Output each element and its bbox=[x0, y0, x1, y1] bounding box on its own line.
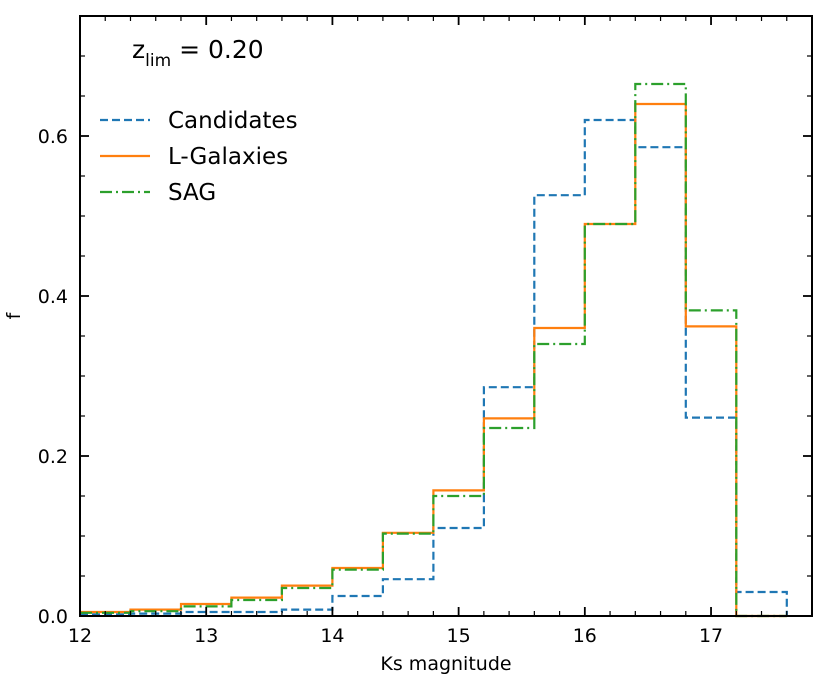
x-tick-label: 17 bbox=[699, 625, 723, 647]
x-tick-label: 15 bbox=[447, 625, 471, 647]
legend-label-l-galaxies: L-Galaxies bbox=[168, 144, 288, 170]
y-tick-label: 0.6 bbox=[38, 126, 68, 148]
legend: Candidates L-Galaxies SAG bbox=[100, 108, 298, 206]
x-axis-label: Ks magnitude bbox=[380, 653, 511, 675]
legend-label-candidates: Candidates bbox=[168, 108, 298, 134]
series-line-sag bbox=[80, 82, 787, 618]
x-tick-label: 16 bbox=[573, 625, 597, 647]
series-line-l-galaxies bbox=[80, 102, 787, 618]
series-layer bbox=[80, 82, 788, 618]
zlim-subscript: lim bbox=[145, 51, 171, 71]
ticks-layer: 12 13 14 15 16 17 0.0 0.2 0.4 0.6 bbox=[38, 16, 813, 647]
x-tick-label: 13 bbox=[194, 625, 218, 647]
y-tick-label: 0.4 bbox=[38, 286, 68, 308]
y-tick-label: 0.2 bbox=[38, 446, 68, 468]
x-tick-label: 14 bbox=[320, 625, 344, 647]
plot-frame bbox=[79, 15, 813, 617]
y-axis-label: f bbox=[3, 311, 25, 319]
plot-background bbox=[80, 16, 812, 616]
legend-label-sag: SAG bbox=[168, 180, 216, 206]
x-tick-label: 12 bbox=[68, 625, 92, 647]
zlim-value: = 0.20 bbox=[171, 35, 264, 64]
zlim-symbol: z bbox=[132, 35, 145, 64]
zlim-annotation: zlim = 0.20 bbox=[132, 35, 264, 71]
y-tick-label: 0.0 bbox=[38, 606, 68, 628]
